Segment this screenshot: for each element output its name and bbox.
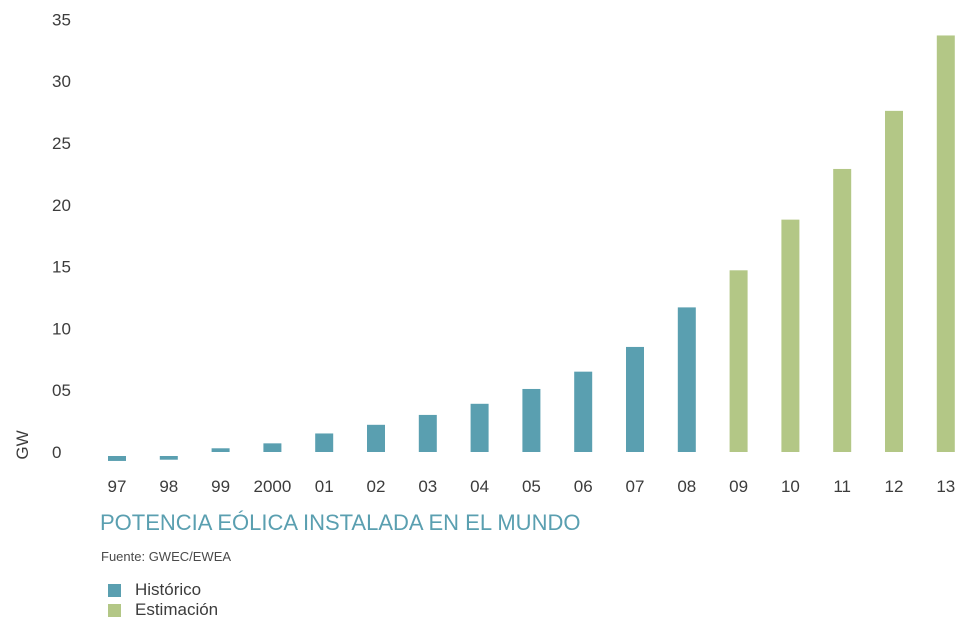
bar-99	[211, 448, 230, 452]
x-tick-label: 07	[626, 477, 645, 496]
bar-12	[885, 110, 903, 452]
x-tick-label: 12	[885, 477, 904, 496]
y-tick-label: 10	[52, 319, 71, 338]
x-tick-label: 02	[367, 477, 386, 496]
x-tick-label: 01	[315, 477, 334, 496]
legend-label-estimacion: Estimación	[135, 600, 219, 619]
bar-02	[367, 424, 385, 452]
bar-chart: 0 05 10 15 20 25 30 35 97 98 99 2000 01 02 03 04 05 06 07…	[13, 10, 956, 496]
y-tick-label: 35	[52, 10, 71, 29]
legend: Histórico Estimación	[108, 580, 218, 620]
chart-source: Fuente: GWEC/EWEA	[101, 549, 232, 564]
bar-01	[315, 433, 334, 452]
x-tick-label: 05	[522, 477, 541, 496]
bar-03	[418, 414, 437, 452]
y-tick-label: 20	[52, 196, 71, 215]
y-tick-label: 25	[52, 134, 71, 153]
bar-98	[159, 456, 178, 460]
x-tick-label: 06	[574, 477, 593, 496]
y-tick-label: 0	[52, 443, 61, 462]
bar-10	[781, 219, 800, 452]
x-tick-label: 2000	[253, 477, 291, 496]
legend-swatch-historico	[108, 583, 121, 597]
y-axis-ticks: 0 05 10 15 20 25 30 35	[52, 10, 71, 462]
legend-swatch-estimacion	[108, 603, 121, 617]
bar-07	[626, 346, 644, 452]
x-tick-label: 03	[418, 477, 437, 496]
x-tick-label: 98	[159, 477, 178, 496]
chart-title: POTENCIA EÓLICA INSTALADA EN EL MUNDO	[100, 510, 581, 535]
bar-09	[729, 270, 748, 452]
x-axis-ticks: 97 98 99 2000 01 02 03 04 05 06 07 08 09 10 11 12 13	[108, 477, 956, 496]
bar-2000	[263, 443, 282, 452]
bar-05	[522, 388, 541, 452]
y-tick-label: 15	[52, 258, 71, 277]
bar-04	[470, 403, 489, 452]
x-tick-label: 97	[108, 477, 127, 496]
x-tick-label: 11	[833, 477, 851, 496]
y-tick-label: 30	[52, 72, 71, 91]
y-axis-label: GW	[13, 430, 32, 459]
bar-97	[108, 456, 126, 461]
x-tick-label: 08	[677, 477, 696, 496]
legend-label-historico: Histórico	[135, 580, 202, 599]
bar-06	[574, 371, 593, 452]
bars	[108, 35, 955, 461]
x-tick-label: 99	[211, 477, 230, 496]
x-tick-label: 04	[470, 477, 489, 496]
x-tick-label: 09	[729, 477, 748, 496]
bar-13	[936, 35, 955, 453]
legend-item-historico: Histórico	[108, 580, 218, 600]
y-tick-label: 05	[52, 381, 71, 400]
x-tick-label: 13	[936, 477, 955, 496]
x-tick-label: 10	[781, 477, 800, 496]
bar-08	[677, 307, 696, 452]
bar-11	[833, 168, 852, 452]
legend-item-estimacion: Estimación	[108, 600, 218, 620]
